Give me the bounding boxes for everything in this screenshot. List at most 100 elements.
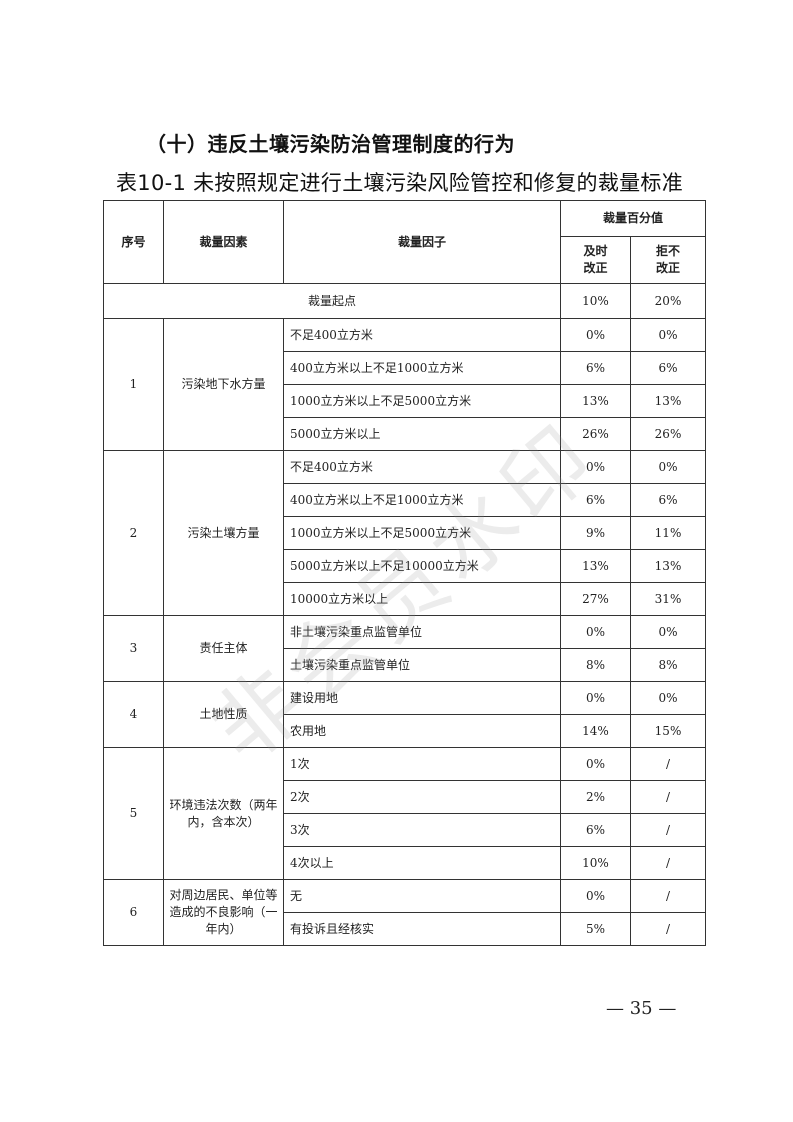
timely-cell: 0% — [560, 318, 631, 352]
header-factor: 裁量因素 — [163, 200, 284, 284]
item-cell: 不足400立方米 — [283, 318, 561, 352]
start-row: 裁量起点 10% 20% — [103, 283, 707, 319]
timely-cell: 6% — [560, 351, 631, 385]
factor-cell: 污染地下水方量 — [163, 318, 284, 451]
refuse-cell: 6% — [629, 483, 707, 517]
refuse-cell: 6% — [629, 351, 707, 385]
timely-cell: 10% — [560, 846, 631, 880]
item-cell: 有投诉且经核实 — [283, 912, 561, 946]
refuse-cell: 13% — [629, 549, 707, 583]
seq-cell: 3 — [103, 615, 164, 682]
header-percent: 裁量百分值 — [559, 200, 707, 237]
item-cell: 5000立方米以上不足10000立方米 — [283, 549, 561, 583]
factor-cell: 环境违法次数（两年内，含本次） — [163, 747, 284, 880]
table-row: 5000立方米以上不足10000立方米 13% 13% — [104, 549, 707, 583]
item-cell: 农用地 — [283, 714, 561, 748]
table-row: 1000立方米以上不足5000立方米 9% 11% — [104, 516, 707, 550]
table-row: 4 土地性质 建设用地 0% 0% — [103, 681, 707, 748]
timely-cell: 6% — [560, 813, 631, 847]
table-row: 2次 2% / — [104, 780, 707, 814]
header-refuse: 拒不改正 — [629, 236, 707, 284]
refuse-cell: 11% — [629, 516, 707, 550]
timely-cell: 9% — [560, 516, 631, 550]
refuse-cell: 31% — [629, 582, 707, 616]
timely-cell: 0% — [560, 450, 631, 484]
seq-cell: 4 — [103, 681, 164, 748]
item-cell: 3次 — [283, 813, 561, 847]
table-row: 1000立方米以上不足5000立方米 13% 13% — [104, 384, 707, 418]
table-row: 10000立方米以上 27% 31% — [104, 582, 707, 616]
timely-cell: 13% — [560, 384, 631, 418]
timely-cell: 14% — [560, 714, 631, 748]
refuse-cell: / — [629, 747, 707, 781]
item-cell: 5000立方米以上 — [283, 417, 561, 451]
page-number: — 35 — — [606, 998, 677, 1019]
table-row: 3次 6% / — [104, 813, 707, 847]
timely-cell: 5% — [560, 912, 631, 946]
table-row: 4次以上 10% / — [104, 846, 707, 880]
refuse-cell: 0% — [629, 450, 707, 484]
table-row: 5000立方米以上 26% 26% — [104, 417, 707, 451]
refuse-cell: 0% — [629, 615, 707, 649]
start-timely: 10% — [560, 283, 631, 319]
timely-cell: 6% — [560, 483, 631, 517]
start-label: 裁量起点 — [103, 283, 561, 319]
item-cell: 不足400立方米 — [283, 450, 561, 484]
item-cell: 2次 — [283, 780, 561, 814]
item-cell: 10000立方米以上 — [283, 582, 561, 616]
start-refuse: 20% — [629, 283, 707, 319]
refuse-cell: / — [629, 912, 707, 946]
section-title: （十）违反土壤污染防治管理制度的行为 — [146, 132, 515, 156]
item-cell: 1000立方米以上不足5000立方米 — [283, 516, 561, 550]
timely-cell: 0% — [560, 747, 631, 781]
table-row: 5 环境违法次数（两年内，含本次） 1次 0% / — [103, 747, 707, 880]
item-cell: 非土壤污染重点监管单位 — [283, 615, 561, 649]
timely-cell: 2% — [560, 780, 631, 814]
timely-cell: 0% — [560, 879, 631, 913]
timely-cell: 27% — [560, 582, 631, 616]
seq-cell: 6 — [103, 879, 164, 946]
seq-cell: 5 — [103, 747, 164, 880]
factor-cell: 责任主体 — [163, 615, 284, 682]
discretion-standard-table: 序号 裁量因素 裁量因子 裁量百分值 及时改正 拒不改正 裁量起点 10% 20… — [103, 200, 707, 946]
item-cell: 400立方米以上不足1000立方米 — [283, 483, 561, 517]
table-row: 土壤污染重点监管单位 8% 8% — [104, 648, 707, 682]
timely-cell: 0% — [560, 681, 631, 715]
table-row: 有投诉且经核实 5% / — [104, 912, 707, 946]
factor-cell: 土地性质 — [163, 681, 284, 748]
header-item: 裁量因子 — [283, 200, 561, 284]
refuse-cell: 13% — [629, 384, 707, 418]
refuse-cell: / — [629, 780, 707, 814]
table-row: 3 责任主体 非土壤污染重点监管单位 0% 0% — [103, 615, 707, 682]
table-row: 400立方米以上不足1000立方米 6% 6% — [104, 483, 707, 517]
item-cell: 无 — [283, 879, 561, 913]
table-row: 农用地 14% 15% — [104, 714, 707, 748]
refuse-cell: 8% — [629, 648, 707, 682]
refuse-cell: 0% — [629, 318, 707, 352]
item-cell: 土壤污染重点监管单位 — [283, 648, 561, 682]
item-cell: 建设用地 — [283, 681, 561, 715]
refuse-cell: / — [629, 846, 707, 880]
seq-cell: 1 — [103, 318, 164, 451]
header-seq: 序号 — [103, 200, 164, 284]
refuse-cell: 0% — [629, 681, 707, 715]
item-cell: 1次 — [283, 747, 561, 781]
item-cell: 4次以上 — [283, 846, 561, 880]
refuse-cell: / — [629, 813, 707, 847]
timely-cell: 8% — [560, 648, 631, 682]
seq-cell: 2 — [103, 450, 164, 616]
refuse-cell: 15% — [629, 714, 707, 748]
table-row: 2 污染土壤方量 不足400立方米 0% 0% — [103, 450, 707, 616]
table-row: 400立方米以上不足1000立方米 6% 6% — [104, 351, 707, 385]
refuse-cell: 26% — [629, 417, 707, 451]
item-cell: 400立方米以上不足1000立方米 — [283, 351, 561, 385]
factor-cell: 对周边居民、单位等造成的不良影响（一年内） — [163, 879, 284, 946]
timely-cell: 0% — [560, 615, 631, 649]
table-caption: 表10-1 未按照规定进行土壤污染风险管控和修复的裁量标准 — [116, 171, 684, 195]
header-timely: 及时改正 — [560, 236, 631, 284]
timely-cell: 13% — [560, 549, 631, 583]
item-cell: 1000立方米以上不足5000立方米 — [283, 384, 561, 418]
table-row: 6 对周边居民、单位等造成的不良影响（一年内）无 0% / — [103, 879, 707, 946]
factor-cell: 污染土壤方量 — [163, 450, 284, 616]
refuse-cell: / — [629, 879, 707, 913]
